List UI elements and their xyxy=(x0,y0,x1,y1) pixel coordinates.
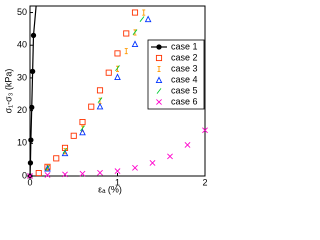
marker xyxy=(45,164,50,171)
marker xyxy=(131,40,139,47)
marker xyxy=(53,155,60,162)
marker xyxy=(97,169,103,176)
y-tick-label: 30 xyxy=(17,72,27,82)
legend-marker xyxy=(156,99,162,105)
legend-marker xyxy=(155,54,163,62)
legend-marker xyxy=(157,65,161,73)
marker xyxy=(124,48,128,55)
marker xyxy=(80,125,85,132)
legend-marker xyxy=(155,76,163,84)
marker xyxy=(79,119,86,126)
marker xyxy=(30,32,37,39)
marker xyxy=(202,127,208,134)
legend-label: case 5 xyxy=(171,85,198,95)
marker xyxy=(27,160,34,166)
marker xyxy=(70,132,77,139)
legend-label: case 6 xyxy=(171,96,198,106)
marker xyxy=(29,68,36,75)
marker xyxy=(139,16,145,22)
legend-label: case 1 xyxy=(171,41,198,51)
marker xyxy=(123,30,130,37)
y-tick-label: 50 xyxy=(17,7,27,17)
x-tick-label: 0 xyxy=(27,177,32,187)
marker xyxy=(29,104,35,110)
marker xyxy=(44,164,51,172)
marker xyxy=(35,170,42,177)
marker xyxy=(62,171,68,178)
series-line xyxy=(30,5,37,176)
marker xyxy=(79,128,86,136)
legend-marker xyxy=(156,44,162,50)
legend-label: case 4 xyxy=(171,74,198,84)
marker xyxy=(142,9,146,16)
marker xyxy=(132,164,138,171)
y-axis-label: σ₁-σ₃ (kPa) xyxy=(3,69,13,114)
marker xyxy=(97,97,103,104)
marker xyxy=(105,69,112,76)
x-tick-label: 1 xyxy=(115,177,120,187)
marker xyxy=(96,87,104,94)
marker xyxy=(115,65,120,71)
marker xyxy=(27,173,33,179)
marker xyxy=(44,172,51,178)
legend-box xyxy=(147,39,205,110)
x-tick-label: 2 xyxy=(202,177,207,187)
x-axis-label: εₐ (%) xyxy=(98,184,122,194)
y-tick-label: 40 xyxy=(17,40,27,50)
legend-label: case 3 xyxy=(171,63,198,73)
y-tick-label: 0 xyxy=(22,170,27,180)
marker xyxy=(114,168,121,175)
marker xyxy=(114,73,121,80)
y-tick-label: 10 xyxy=(17,138,27,148)
marker xyxy=(79,170,86,177)
y-tick-label: 20 xyxy=(17,105,27,115)
marker xyxy=(88,103,95,110)
marker xyxy=(167,153,173,160)
marker xyxy=(96,102,104,110)
marker xyxy=(114,50,121,57)
marker xyxy=(131,9,139,16)
legend-marker xyxy=(156,88,162,94)
marker xyxy=(144,15,152,23)
legend-label: case 2 xyxy=(171,52,198,62)
marker xyxy=(62,147,68,154)
marker xyxy=(28,137,34,143)
marker xyxy=(132,29,138,36)
marker xyxy=(184,142,191,148)
marker xyxy=(149,160,156,166)
